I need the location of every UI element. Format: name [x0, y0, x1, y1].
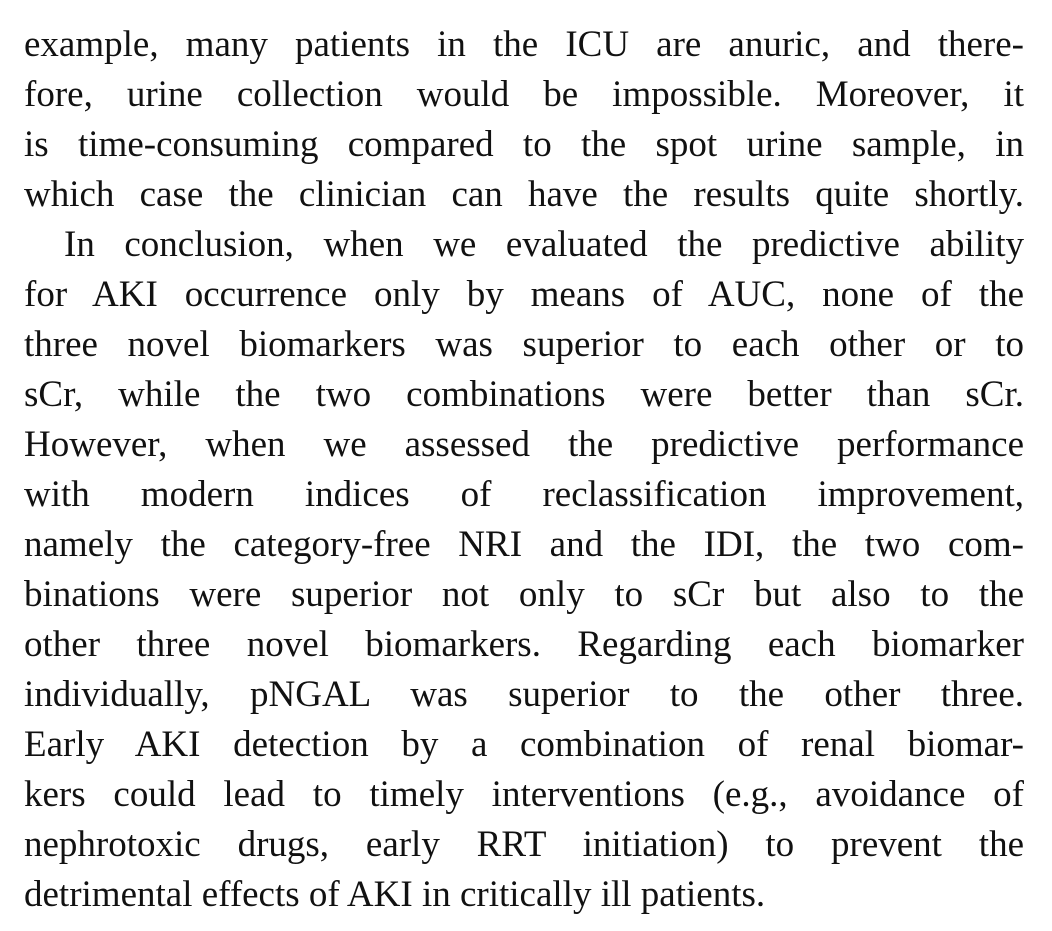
text-line: nephrotoxic drugs, early RRT initiation)… — [24, 824, 1024, 865]
text-line-last: detrimental effects of AKI in critically… — [24, 874, 766, 915]
text-line: binations were superior not only to sCr … — [24, 574, 1024, 615]
text-line: is time-consuming compared to the spot u… — [24, 124, 1024, 165]
text-line: In conclusion, when we evaluated the pre… — [64, 224, 1024, 265]
text-line: fore, urine collection would be impossib… — [24, 74, 1024, 115]
text-line: with modern indices of reclassification … — [24, 474, 1024, 515]
text-line: Early AKI detection by a combination of … — [24, 724, 1024, 765]
text-line: example, many patients in the ICU are an… — [24, 24, 1024, 65]
text-line: kers could lead to timely interventions … — [24, 774, 1024, 815]
text-line: individually, pNGAL was superior to the … — [24, 674, 1024, 715]
text-line: which case the clinician can have the re… — [24, 174, 1024, 215]
text-line: other three novel biomarkers. Regarding … — [24, 624, 1024, 665]
text-line: However, when we assessed the predictive… — [24, 424, 1024, 465]
text-line: sCr, while the two combinations were bet… — [24, 374, 1024, 415]
text-line: namely the category-free NRI and the IDI… — [24, 524, 1024, 565]
text-line: for AKI occurrence only by means of AUC,… — [24, 274, 1024, 315]
text-line: three novel biomarkers was superior to e… — [24, 324, 1024, 365]
